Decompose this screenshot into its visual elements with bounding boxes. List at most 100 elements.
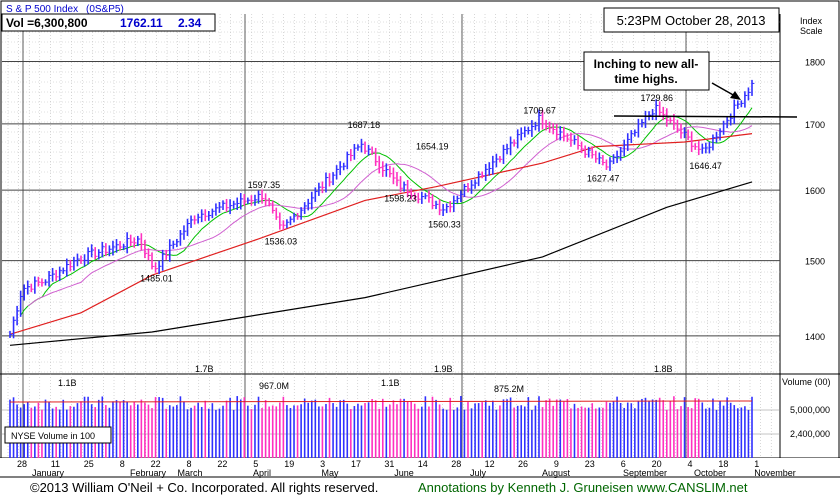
volume-bar [552, 405, 554, 458]
volume-bar [389, 404, 391, 458]
volume-bar [460, 396, 462, 458]
volume-bar [360, 405, 363, 458]
volume-label: 967.0M [259, 381, 289, 391]
volume-bar [701, 402, 704, 458]
date-tick-label: 23 [585, 459, 595, 469]
volume-bar [186, 409, 189, 458]
volume-bar [630, 403, 633, 458]
month-label: June [394, 468, 414, 478]
volume-bar [279, 402, 281, 458]
volume-bar [644, 397, 647, 458]
volume-bar [641, 398, 643, 458]
volume-bar [403, 398, 405, 458]
date-tick-label: 4 [687, 459, 692, 469]
volume-bar [499, 405, 501, 458]
volume-bar [538, 396, 540, 458]
volume-bar [381, 398, 384, 458]
volume-bar [669, 401, 672, 458]
price-value: 1762.11 [120, 16, 163, 30]
volume-bar [342, 399, 345, 458]
volume-axis-title: Volume (00) [782, 377, 831, 387]
volume-bar [129, 405, 132, 458]
month-label: April [253, 468, 271, 478]
volume-bar [690, 408, 693, 458]
price-label: 1597.35 [248, 180, 281, 190]
price-label: 1646.47 [689, 161, 722, 171]
date-tick-label: 6 [621, 459, 626, 469]
volume-bar [215, 409, 217, 458]
volume-bar [602, 407, 604, 458]
price-label: 1598.23 [384, 193, 417, 203]
volume-bar [264, 400, 267, 458]
volume-bar [357, 403, 359, 458]
volume-bar [523, 406, 526, 458]
volume-bar [424, 396, 427, 458]
date-tick-label: 5 [253, 459, 258, 469]
date-tick-label: 19 [284, 459, 294, 469]
price-tick-label: 1600 [805, 186, 825, 196]
volume-bar [165, 408, 168, 458]
volume-bar [744, 406, 746, 458]
volume-legend-box [4, 426, 112, 444]
volume-bar [648, 400, 650, 458]
index-name: S & P 500 Index [6, 4, 78, 15]
volume-bar [623, 407, 625, 458]
volume-bar [335, 406, 338, 458]
price-label: 1654.19 [416, 142, 449, 152]
volume-bar [218, 408, 221, 458]
month-label: March [177, 468, 202, 478]
date-tick-label: 18 [718, 459, 728, 469]
volume-bar [229, 397, 231, 458]
volume-bar [563, 401, 565, 458]
volume-label: 1.7B [195, 364, 214, 374]
volume-bar [307, 402, 310, 458]
volume-bar [509, 397, 512, 458]
volume-bar [385, 406, 388, 458]
price-label: 1729.86 [641, 93, 674, 103]
volume-bar [566, 398, 569, 458]
volume-bar [506, 399, 508, 458]
volume-bar [179, 396, 182, 458]
volume-bar [410, 401, 412, 458]
volume-bar [452, 409, 455, 458]
volume-bar [211, 403, 214, 458]
volume-bar [492, 400, 494, 458]
volume-bar [619, 402, 622, 458]
volume-bar [257, 396, 260, 458]
volume-bar [577, 407, 579, 458]
volume-bar [456, 407, 459, 458]
annotation-arrowhead [730, 91, 741, 100]
price-bars [9, 79, 755, 339]
volume-bar [673, 396, 675, 458]
volume-bar [694, 398, 696, 458]
volume-bar [328, 397, 331, 458]
price-label: 1627.47 [587, 174, 620, 184]
volume-bar [151, 408, 153, 458]
volume-bar [715, 409, 718, 458]
volume-bar [172, 406, 175, 458]
volume-bar [239, 399, 242, 458]
volume-bar [573, 403, 576, 458]
price-tick-label: 1700 [805, 120, 825, 130]
volume-bar [495, 409, 498, 458]
volume-label: 1.1B [58, 378, 77, 388]
annotation-box [583, 51, 710, 91]
volume-bar [534, 405, 537, 458]
volume-bar [154, 397, 157, 458]
credit: Annotations by Kenneth J. Gruneisen www.… [418, 480, 748, 495]
volume-bar [580, 406, 583, 458]
volume-bar [250, 409, 253, 458]
date-tick-label: 8 [120, 459, 125, 469]
volume-bar [286, 405, 288, 458]
volume-bar [662, 400, 665, 458]
volume-bar [183, 401, 185, 458]
volume-bar [122, 400, 125, 458]
volume-bar [481, 402, 483, 458]
volume-bar [197, 402, 199, 458]
ma-200-day-line [9, 181, 753, 346]
volume-bar [364, 403, 366, 458]
volume-bar [417, 408, 420, 458]
timestamp: 5:23PM October 28, 2013 [617, 13, 766, 28]
volume-bar [740, 407, 743, 458]
